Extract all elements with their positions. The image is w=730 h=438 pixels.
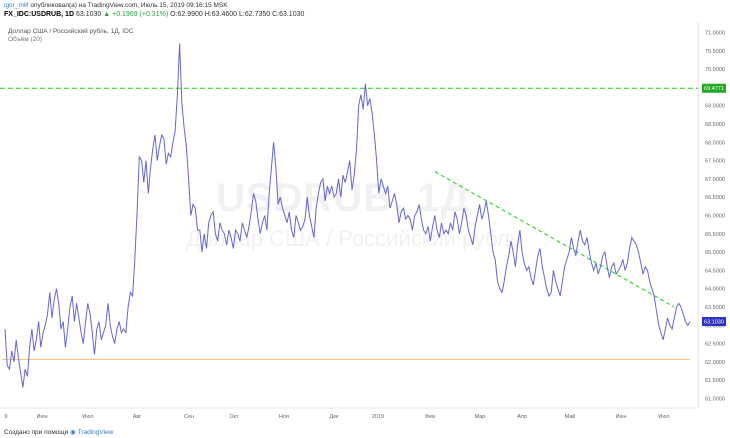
y-tick-label: 70.0000	[705, 67, 725, 73]
y-axis-labels: 61.0000 61.5000 62.0000 62.5000 63.0000 63.50…	[705, 31, 725, 403]
y-tick-label: 69.0000	[705, 104, 725, 110]
publisher-link[interactable]: igor_milf	[4, 2, 29, 9]
x-tick-label: Окт	[229, 414, 239, 420]
publish-info: igor_milf опубликовал(а) на TradingView.…	[4, 2, 228, 10]
x-tick-label: Июн	[615, 414, 626, 420]
x-axis-labels: 9 Июн Июл Авг Сен Окт Ноя Дек 2019 Фев Мар Апр Май Ию…	[4, 413, 669, 420]
y-tick-label: 65.0000	[705, 250, 725, 256]
y-tick-label: 67.0000	[705, 177, 725, 183]
x-tick-label: Фев	[425, 414, 435, 420]
y-tick-label: 66.0000	[705, 214, 725, 220]
x-tick-label: Май	[565, 413, 576, 420]
x-tick-label: Апр	[517, 414, 527, 420]
y-tick-label: 65.5000	[705, 232, 725, 238]
change-label: ▲ +0.1969 (+0.31%)	[103, 11, 169, 18]
y-tick-label: 66.5000	[705, 195, 725, 201]
y-tick-label: 68.5000	[705, 122, 725, 128]
x-tick-label: Авг	[133, 414, 142, 420]
y-tick-label: 64.0000	[705, 287, 725, 293]
volume-indicator-label[interactable]: Объём (20)	[8, 36, 43, 43]
symbol-label: FX_IDC:USDRUB, 1D	[4, 11, 75, 18]
x-tick-label: Дек	[329, 414, 339, 420]
last-price-badge: 63.1030	[702, 317, 726, 327]
y-tick-label: 67.5000	[705, 159, 725, 165]
y-tick-label: 71.0000	[705, 31, 725, 37]
footer-created-text: Создано при помощи	[4, 429, 69, 436]
symbol-info: FX_IDC:USDRUB, 1D 63.1030 ▲ +0.1969 (+0.…	[4, 11, 304, 19]
x-tick-label: Июл	[658, 414, 669, 420]
y-tick-label: 61.0000	[705, 397, 725, 403]
y-tick-label: 68.0000	[705, 140, 725, 146]
x-tick-label: Июл	[82, 414, 93, 420]
x-tick-label: Сен	[184, 414, 194, 420]
svg-text:69.4771: 69.4771	[704, 86, 724, 92]
price-label: 63.1030	[75, 11, 102, 18]
svg-text:63.1030: 63.1030	[704, 320, 724, 326]
y-tick-label: 63.5000	[705, 305, 725, 311]
y-tick-label: 64.5000	[705, 268, 725, 274]
published-text: опубликовал(а) на TradingView.com, Июль …	[30, 2, 228, 9]
x-tick-label: 9	[4, 414, 7, 420]
downtrend-line	[434, 171, 675, 308]
x-tick-label: Июн	[36, 414, 47, 420]
x-tick-label: 2019	[372, 414, 384, 420]
y-tick-label: 62.5000	[705, 342, 725, 348]
footer: Создано при помощи ◉ TradingView	[4, 428, 113, 436]
tradingview-link[interactable]: TradingView	[77, 429, 114, 436]
y-tick-label: 62.0000	[705, 360, 725, 366]
x-tick-label: Мар	[475, 414, 486, 420]
y-tick-label: 70.5000	[705, 49, 725, 55]
y-tick-label: 61.5000	[705, 378, 725, 384]
price-series-line	[4, 43, 691, 388]
y-tick-label: 63.0000	[705, 323, 725, 329]
tradingview-logo-icon: ◉	[70, 429, 76, 436]
resistance-price-badge: 69.4771	[702, 83, 726, 93]
x-tick-label: Ноя	[279, 414, 289, 420]
instrument-name: Доллар США / Российский рубль, 1Д, IDC	[8, 28, 134, 35]
ohlc-label: O:62.9900 H:63.4600 L:62.7350 C:63.1030	[170, 11, 305, 18]
